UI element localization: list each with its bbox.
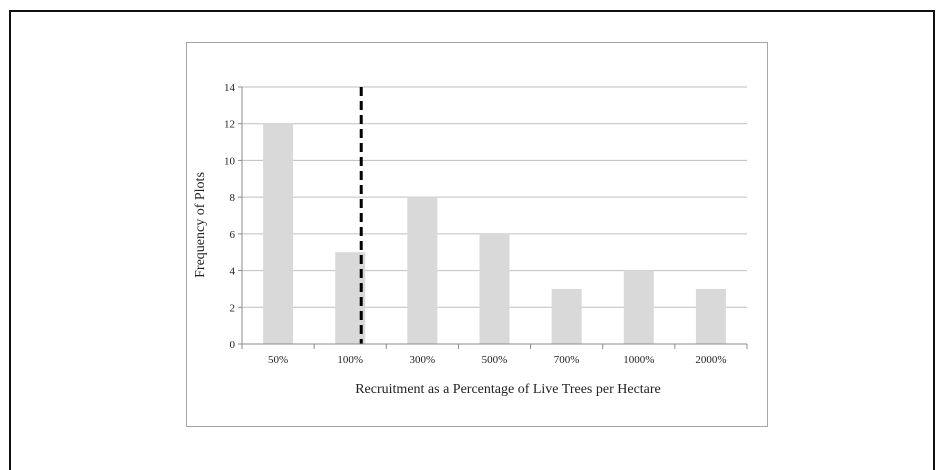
x-tick-label: 1000% bbox=[623, 354, 654, 366]
bar-700pct bbox=[551, 288, 582, 344]
y-tick-label: 6 bbox=[230, 229, 236, 241]
tick-labels: 0 2 4 6 8 10 12 14 50% 100% 300% 500% 700% 1000% 2000% bbox=[224, 82, 727, 366]
y-tick-label: 10 bbox=[224, 155, 236, 167]
y-tick-label: 8 bbox=[230, 192, 236, 204]
y-tick-label: 14 bbox=[224, 82, 236, 94]
x-axis-title: Recruitment as a Percentage of Live Tree… bbox=[355, 382, 661, 397]
x-tick-label: 100% bbox=[337, 354, 363, 366]
frequency-bar-chart: 0 2 4 6 8 10 12 14 50% 100% 300% 500% 700% 1000% 2000%… bbox=[193, 82, 748, 397]
bar-500pct bbox=[479, 233, 510, 344]
y-tick-label: 12 bbox=[224, 119, 235, 131]
x-tick-label: 2000% bbox=[695, 354, 726, 366]
bar-2000pct bbox=[695, 288, 726, 344]
x-tick-label: 700% bbox=[554, 354, 580, 366]
x-tick-label: 500% bbox=[482, 354, 508, 366]
y-axis-title: Frequency of Plots bbox=[193, 172, 208, 278]
x-tick-label: 300% bbox=[410, 354, 436, 366]
y-tick-label: 0 bbox=[230, 339, 236, 351]
y-tick-label: 2 bbox=[230, 302, 236, 314]
y-tick-label: 4 bbox=[230, 266, 236, 278]
figure-frame bbox=[9, 10, 935, 470]
axes bbox=[238, 86, 748, 349]
bar-300pct bbox=[407, 197, 438, 344]
bar-50pct bbox=[263, 123, 294, 344]
x-tick-label: 50% bbox=[268, 354, 288, 366]
chart-container: 0 2 4 6 8 10 12 14 50% 100% 300% 500% 700% 1000% 2000%… bbox=[186, 42, 768, 427]
bar-1000pct bbox=[623, 270, 654, 344]
